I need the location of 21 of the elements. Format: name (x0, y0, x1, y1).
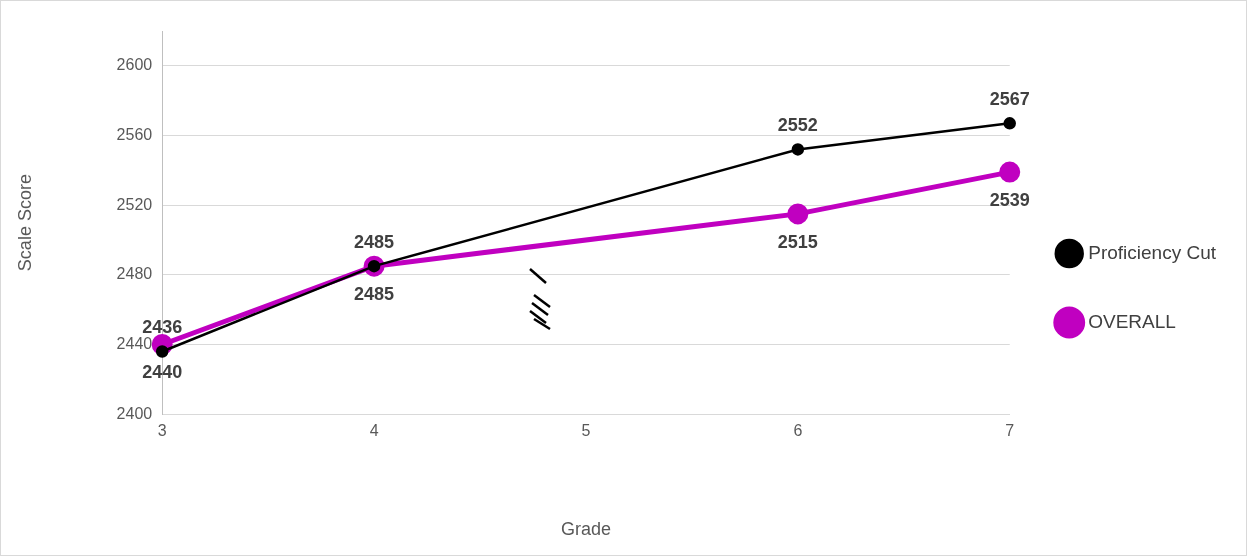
y-tick-label: 2600 (116, 56, 153, 74)
data-label: 2485 (354, 232, 395, 253)
data-label: 2485 (354, 284, 395, 305)
legend-label: Proficiency Cut (1088, 241, 1217, 263)
legend-label: OVERALL (1088, 310, 1176, 332)
x-axis-title: Grade (560, 519, 611, 540)
y-tick-label: 2520 (116, 195, 153, 213)
data-label: 2567 (989, 89, 1030, 110)
data-label: 2515 (777, 231, 818, 252)
y-tick-label: 2480 (116, 265, 153, 283)
x-tick-label: 7 (1005, 422, 1015, 440)
y-axis-title: Scale Score (14, 174, 35, 272)
x-tick-label: 3 (157, 422, 167, 440)
x-tick-label: 6 (793, 422, 803, 440)
x-tick-label: 4 (369, 422, 379, 440)
x-tick-label: 5 (581, 422, 591, 440)
data-label: 2539 (989, 190, 1030, 211)
data-label: 2552 (777, 115, 818, 136)
data-label: 2440 (142, 362, 183, 383)
y-tick-label: 2400 (116, 404, 153, 422)
y-tick-label: 2560 (116, 125, 153, 143)
